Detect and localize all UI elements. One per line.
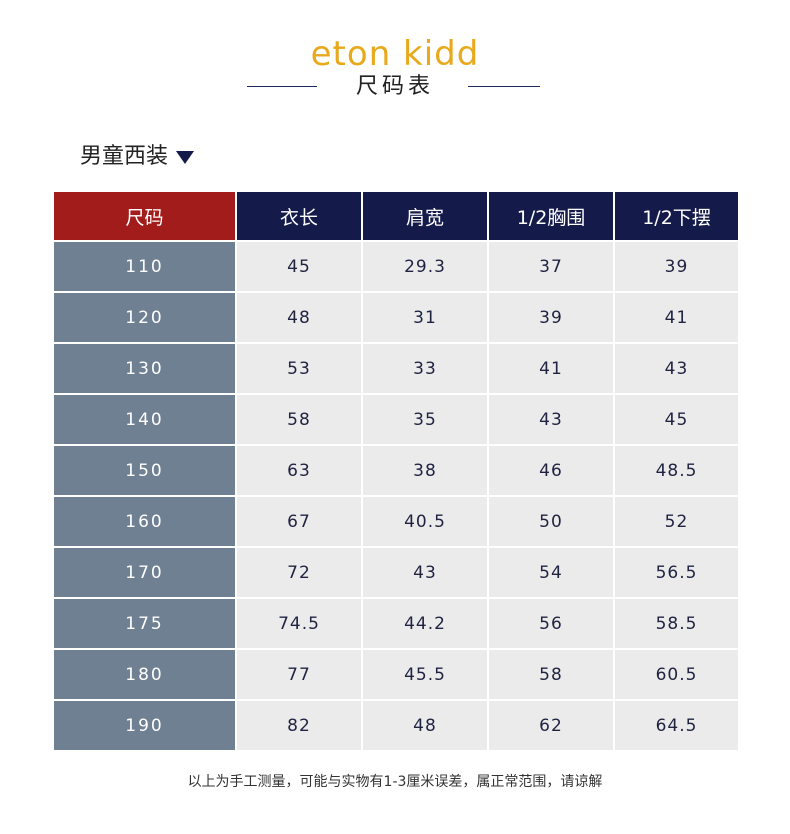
measurement-cell: 72 xyxy=(235,546,363,599)
measurement-cell: 64.5 xyxy=(613,699,740,752)
table-row: 110 45 29.3 37 39 xyxy=(52,240,740,293)
column-header: 尺码 xyxy=(52,190,237,242)
measurement-cell: 58 xyxy=(487,648,615,701)
measurement-cell: 41 xyxy=(487,342,615,395)
column-header: 衣长 xyxy=(235,190,363,242)
column-header: 1/2下摆 xyxy=(613,190,740,242)
measurement-cell: 48 xyxy=(361,699,489,752)
brand-logo: eton kidd xyxy=(0,34,790,74)
page-title: 尺码表 xyxy=(355,74,434,99)
title-divider-right xyxy=(468,86,540,87)
table-row: 160 67 40.5 50 52 xyxy=(52,495,740,548)
measurement-cell: 82 xyxy=(235,699,363,752)
table-body: 110 45 29.3 37 39 120 48 31 39 41 130 53 33 41 43 140 58… xyxy=(52,240,740,752)
measurement-cell: 33 xyxy=(361,342,489,395)
measurement-cell: 41 xyxy=(613,291,740,344)
measurement-cell: 58.5 xyxy=(613,597,740,650)
measurement-cell: 45.5 xyxy=(361,648,489,701)
section-title: 男童西装 xyxy=(80,142,195,172)
measurement-cell: 52 xyxy=(613,495,740,548)
measurement-cell: 39 xyxy=(613,240,740,293)
table-row: 130 53 33 41 43 xyxy=(52,342,740,395)
measurement-cell: 45 xyxy=(613,393,740,446)
measurement-cell: 43 xyxy=(361,546,489,599)
measurement-cell: 43 xyxy=(613,342,740,395)
measurement-cell: 29.3 xyxy=(361,240,489,293)
column-header: 1/2胸围 xyxy=(487,190,615,242)
table-row: 140 58 35 43 45 xyxy=(52,393,740,446)
measurement-cell: 40.5 xyxy=(361,495,489,548)
measurement-cell: 46 xyxy=(487,444,615,497)
table-row: 180 77 45.5 58 60.5 xyxy=(52,648,740,701)
table-row: 120 48 31 39 41 xyxy=(52,291,740,344)
table-row: 150 63 38 46 48.5 xyxy=(52,444,740,497)
measurement-cell: 56 xyxy=(487,597,615,650)
measurement-cell: 53 xyxy=(235,342,363,395)
size-cell: 120 xyxy=(52,291,237,344)
measurement-cell: 35 xyxy=(361,393,489,446)
measurement-cell: 37 xyxy=(487,240,615,293)
measurement-cell: 44.2 xyxy=(361,597,489,650)
measurement-cell: 63 xyxy=(235,444,363,497)
measurement-cell: 60.5 xyxy=(613,648,740,701)
title-divider-left xyxy=(247,86,317,87)
size-cell: 190 xyxy=(52,699,237,752)
size-cell: 140 xyxy=(52,393,237,446)
measurement-cell: 31 xyxy=(361,291,489,344)
measurement-cell: 67 xyxy=(235,495,363,548)
size-cell: 130 xyxy=(52,342,237,395)
size-cell: 110 xyxy=(52,240,237,293)
size-cell: 160 xyxy=(52,495,237,548)
measurement-cell: 45 xyxy=(235,240,363,293)
measurement-cell: 38 xyxy=(361,444,489,497)
size-cell: 180 xyxy=(52,648,237,701)
measurement-cell: 54 xyxy=(487,546,615,599)
size-cell: 170 xyxy=(52,546,237,599)
size-cell: 175 xyxy=(52,597,237,650)
size-chart-table: 尺码 衣长 肩宽 1/2胸围 1/2下摆 110 45 29.3 37 39 120 48 31 39 4… xyxy=(52,190,740,752)
measurement-cell: 74.5 xyxy=(235,597,363,650)
section-title-label: 男童西装 xyxy=(80,144,169,169)
logo-text: eton kidd xyxy=(310,34,480,74)
table-header-row: 尺码 衣长 肩宽 1/2胸围 1/2下摆 xyxy=(52,190,740,242)
measurement-cell: 58 xyxy=(235,393,363,446)
measurement-cell: 62 xyxy=(487,699,615,752)
triangle-down-icon xyxy=(176,150,195,164)
measurement-cell: 48.5 xyxy=(613,444,740,497)
measurement-cell: 39 xyxy=(487,291,615,344)
table-row: 175 74.5 44.2 56 58.5 xyxy=(52,597,740,650)
measurement-cell: 50 xyxy=(487,495,615,548)
measurement-cell: 48 xyxy=(235,291,363,344)
measurement-cell: 56.5 xyxy=(613,546,740,599)
footer-note: 以上为手工测量，可能与实物有1-3厘米误差，属正常范围，请谅解 xyxy=(187,774,603,790)
table-row: 190 82 48 62 64.5 xyxy=(52,699,740,752)
column-header: 肩宽 xyxy=(361,190,489,242)
size-cell: 150 xyxy=(52,444,237,497)
table-row: 170 72 43 54 56.5 xyxy=(52,546,740,599)
page-title-row: 尺码表 xyxy=(0,72,790,102)
measurement-cell: 77 xyxy=(235,648,363,701)
measurement-cell: 43 xyxy=(487,393,615,446)
